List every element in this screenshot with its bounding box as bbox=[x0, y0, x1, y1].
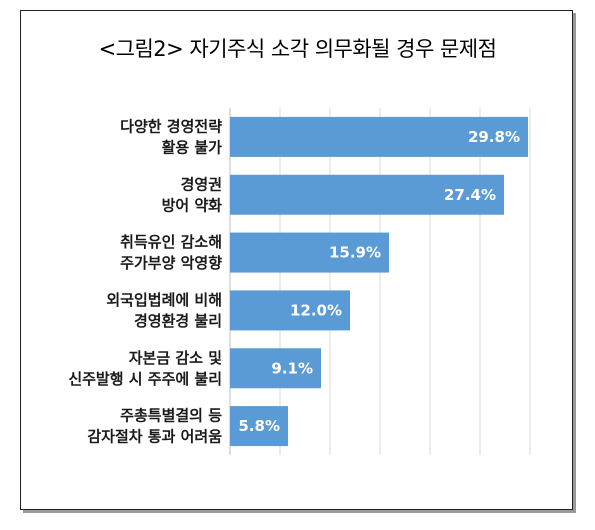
bar bbox=[230, 406, 288, 447]
bar-value-label: 9.1% bbox=[271, 359, 313, 377]
bar-value-label: 5.8% bbox=[238, 417, 280, 435]
category-label: 자본금 감소 및 bbox=[129, 349, 222, 367]
category-label: 감자절차 통과 어려움 bbox=[87, 428, 222, 446]
category-label: 다양한 경영전략 bbox=[120, 117, 222, 135]
category-label: 주총특별결의 등 bbox=[120, 407, 222, 425]
category-label: 주가부양 악영향 bbox=[120, 254, 222, 272]
value-labels: 29.8% 27.4% 15.9% 12.0% 9.1% 5.8% bbox=[238, 128, 520, 435]
chart-title: <그림2> 자기주식 소각 의무화될 경우 문제점 bbox=[98, 37, 497, 61]
category-label: 신주발행 시 주주에 불리 bbox=[68, 370, 222, 388]
bar-value-label: 12.0% bbox=[290, 301, 342, 319]
category-label: 경영환경 불리 bbox=[134, 312, 222, 330]
grid-lines bbox=[229, 108, 531, 455]
category-label: 방어 약화 bbox=[162, 196, 223, 214]
category-label: 외국입법례에 비해 bbox=[106, 291, 222, 309]
bar-value-label: 15.9% bbox=[329, 244, 381, 262]
bar-value-label: 29.8% bbox=[468, 128, 520, 146]
category-label: 활용 불가 bbox=[162, 138, 223, 156]
bar bbox=[230, 290, 350, 331]
category-label: 경영권 bbox=[181, 175, 222, 193]
bar bbox=[230, 348, 321, 389]
bar bbox=[230, 174, 504, 215]
bars bbox=[230, 116, 528, 447]
bar bbox=[230, 232, 389, 273]
bar bbox=[230, 116, 528, 157]
bar-value-label: 27.4% bbox=[444, 186, 496, 204]
category-label: 취득유인 감소해 bbox=[120, 233, 222, 251]
